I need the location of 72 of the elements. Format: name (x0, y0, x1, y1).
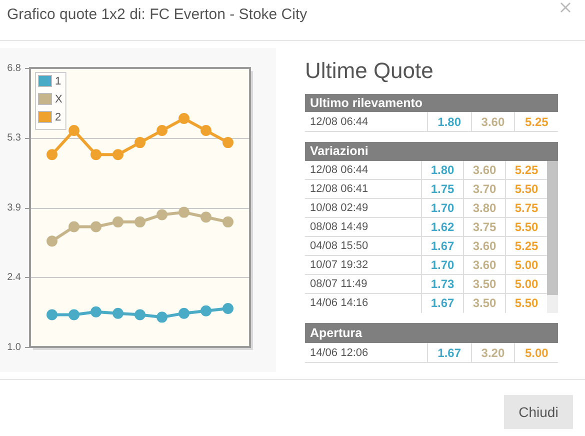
category-label: 10/08 02:49 (305, 199, 421, 218)
data-label: 3.60 (463, 256, 505, 275)
y-tick-label: 6.8 (7, 62, 22, 74)
data-label: 5.50 (505, 180, 547, 199)
data-label: 5.50 (505, 218, 547, 237)
close-icon[interactable] (560, 2, 571, 13)
data-label: 3.70 (463, 180, 505, 199)
category-label: 08/08 14:49 (305, 218, 421, 237)
point (156, 209, 168, 220)
data-label: 3.60 (470, 112, 514, 132)
data-label: 3.80 (463, 199, 505, 218)
point (222, 303, 234, 314)
y-tick-label: 3.9 (7, 202, 22, 214)
point (68, 221, 80, 232)
point (178, 206, 190, 218)
text: Ultimo rilevamento (309, 95, 423, 112)
data-label: 3.75 (463, 218, 505, 237)
data-label: 3.60 (463, 237, 505, 256)
data-label: 3.50 (463, 294, 505, 313)
data-label: 3.50 (463, 275, 505, 294)
point (46, 236, 58, 247)
point (90, 221, 102, 232)
legend-label: 1 (55, 76, 62, 88)
point (134, 216, 146, 228)
data-label: 5.25 (505, 161, 547, 180)
point (112, 216, 124, 228)
data-label: 5.00 (514, 343, 558, 363)
legend-label: 2 (55, 112, 62, 124)
chart-title: Grafico quote 1x2 di: FC Everton - Stoke City (7, 5, 308, 25)
category-label: 12/08 06:44 (305, 112, 427, 132)
point (156, 125, 168, 136)
y-tick-label: 5.3 (7, 132, 22, 144)
category-label: 14/06 12:06 (305, 343, 427, 363)
data-label: 3.20 (470, 343, 514, 363)
category-label: 08/07 11:49 (305, 275, 421, 294)
data-label: 5.00 (505, 275, 547, 294)
point (112, 308, 124, 319)
point (90, 306, 102, 318)
point (68, 309, 80, 320)
category-label: 14/06 14:16 (309, 296, 370, 311)
category-label: 04/08 15:50 (305, 237, 421, 256)
point (156, 312, 168, 323)
legend-label: X (55, 94, 63, 106)
category-label: 12/08 06:41 (305, 180, 421, 199)
text: Variazioni (309, 143, 368, 160)
point (134, 137, 146, 148)
point (46, 149, 58, 160)
point (68, 125, 80, 136)
button[interactable]: Chiudi (504, 395, 573, 429)
point (200, 125, 212, 136)
y-tick-label: 2.4 (7, 272, 22, 283)
text: Apertura (309, 325, 362, 342)
data-label: 5.00 (505, 256, 547, 275)
data-label: 5.25 (514, 112, 558, 132)
data-label: 3.60 (463, 161, 505, 180)
category-label: 10/07 19:32 (305, 256, 421, 275)
point (222, 137, 234, 148)
data-label: 5.25 (505, 237, 547, 256)
point (134, 309, 146, 320)
point (200, 212, 212, 223)
data-label: 5.75 (505, 199, 547, 218)
point (46, 309, 58, 320)
point (178, 113, 190, 124)
point (178, 308, 190, 319)
point (90, 149, 102, 160)
point (112, 149, 124, 160)
data-label: 5.50 (505, 294, 547, 313)
point (200, 305, 212, 316)
category-label: 12/08 06:44 (305, 161, 421, 180)
text: Ultime Quote (305, 57, 434, 85)
point (222, 216, 234, 228)
y-tick-label: 1.0 (7, 342, 22, 353)
